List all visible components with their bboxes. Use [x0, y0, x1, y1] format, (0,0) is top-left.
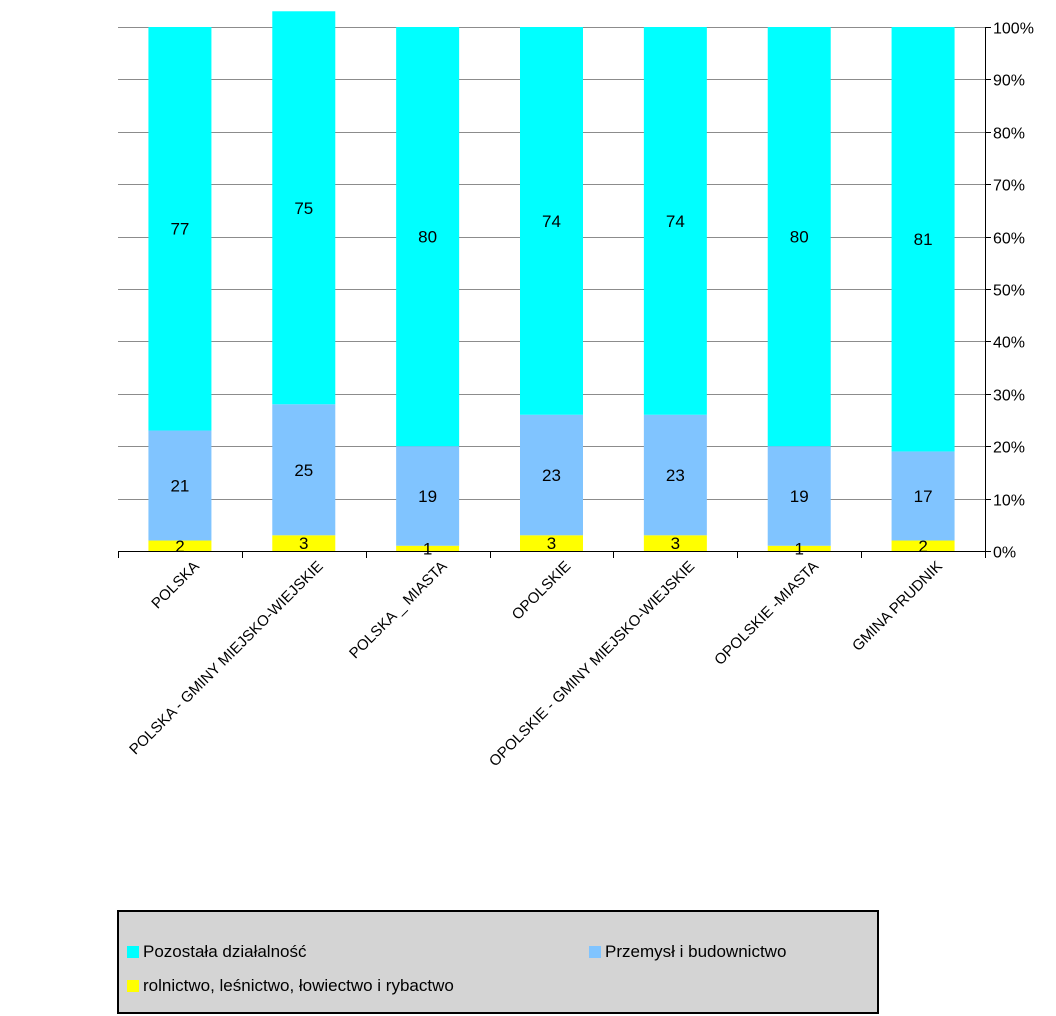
axes	[118, 27, 991, 558]
category-label: GMINA PRUDNIK	[849, 558, 946, 655]
data-label: 23	[542, 466, 561, 485]
legend-swatch-pozostala	[127, 946, 139, 958]
y-tick-labels: 0% 10% 20% 30% 40% 50% 60% 70% 80% 90% 100%	[993, 21, 1034, 562]
data-label: 21	[170, 477, 189, 496]
legend: Pozostała działalność Przemysł i budowni…	[117, 910, 879, 1014]
bar-segment	[767, 545, 831, 551]
data-label: 80	[790, 228, 809, 247]
data-label: 2	[175, 537, 184, 556]
legend-item-przemysl: Przemysł i budownictwo	[589, 942, 786, 962]
data-label: 74	[666, 212, 685, 231]
bar-segment	[767, 27, 831, 447]
legend-item-pozostala: Pozostała działalność	[127, 942, 306, 962]
data-label: 3	[299, 534, 308, 553]
bar-segment	[396, 27, 460, 447]
category-label: POLSKA - GMINY MIEJSKO-WIEJSKIE	[126, 558, 326, 758]
stacked-bar-chart: 0% 10% 20% 30% 40% 50% 60% 70% 80% 90% 100% POLSKA…	[118, 11, 1034, 770]
data-label: 75	[294, 199, 313, 218]
y-tick-label: 50%	[993, 283, 1025, 300]
category-label: POLSKA _ MIASTA	[346, 558, 450, 662]
data-label: 3	[547, 534, 556, 553]
bar-segment	[520, 27, 583, 415]
data-label: 2	[918, 537, 927, 556]
y-tick-label: 10%	[993, 493, 1025, 510]
category-label: POLSKA	[148, 558, 202, 612]
legend-item-rolnictwo: rolnictwo, leśnictwo, łowiectwo i rybact…	[127, 976, 454, 996]
y-tick-label: 60%	[993, 231, 1025, 248]
bar-segment	[891, 451, 955, 541]
category-label: OPOLSKIE - GMINY MIEJSKO-WIEJSKIE	[486, 558, 698, 770]
bar-segment	[148, 540, 212, 551]
y-tick-label: 20%	[993, 440, 1025, 457]
bar-segment	[396, 545, 460, 551]
bars	[148, 11, 955, 551]
bar-segment	[891, 27, 955, 452]
bar-segment	[272, 11, 336, 405]
legend-label-przemysl: Przemysł i budownictwo	[605, 942, 787, 961]
data-label: 19	[418, 487, 437, 506]
category-label: OPOLSKIE -MIASTA	[711, 558, 822, 669]
y-tick-label: 70%	[993, 178, 1025, 195]
data-label: 74	[542, 212, 561, 231]
legend-swatch-rolnictwo	[127, 980, 139, 992]
data-label: 17	[914, 487, 933, 506]
data-label: 19	[790, 487, 809, 506]
data-label: 1	[794, 539, 803, 558]
y-tick-label: 90%	[993, 73, 1025, 90]
bar-segment	[148, 430, 212, 541]
bar-segment	[767, 446, 831, 546]
y-tick-label: 40%	[993, 335, 1025, 352]
bar-segment	[643, 535, 707, 551]
category-label: OPOLSKIE	[509, 558, 575, 624]
legend-swatch-przemysl	[589, 946, 601, 958]
bar-segment	[520, 535, 583, 551]
bar-segment	[396, 446, 460, 546]
y-tick-label: 30%	[993, 388, 1025, 405]
bar-segment	[643, 27, 707, 415]
data-label: 3	[671, 534, 680, 553]
data-label: 25	[294, 461, 313, 480]
bar-segment	[148, 27, 212, 431]
bar-segment	[643, 414, 707, 536]
data-label: 77	[170, 220, 189, 239]
legend-label-rolnictwo: rolnictwo, leśnictwo, łowiectwo i rybact…	[143, 976, 454, 995]
data-label: 23	[666, 466, 685, 485]
data-label: 80	[418, 228, 437, 247]
y-tick-label: 80%	[993, 126, 1025, 143]
y-tick-label: 100%	[993, 21, 1034, 38]
legend-label-pozostala: Pozostała działalność	[143, 942, 307, 961]
y-tick-label: 0%	[993, 545, 1016, 562]
data-label: 1	[423, 539, 432, 558]
bar-segment	[520, 414, 583, 536]
bar-segment	[272, 535, 336, 551]
bar-segment	[272, 404, 336, 536]
bar-segment	[891, 540, 955, 551]
data-labels: 2 21 77 3 25 75 1 19 80 3 23 74 3 23 74 1 19 80 2 17 81	[170, 199, 932, 559]
data-label: 81	[914, 230, 933, 249]
